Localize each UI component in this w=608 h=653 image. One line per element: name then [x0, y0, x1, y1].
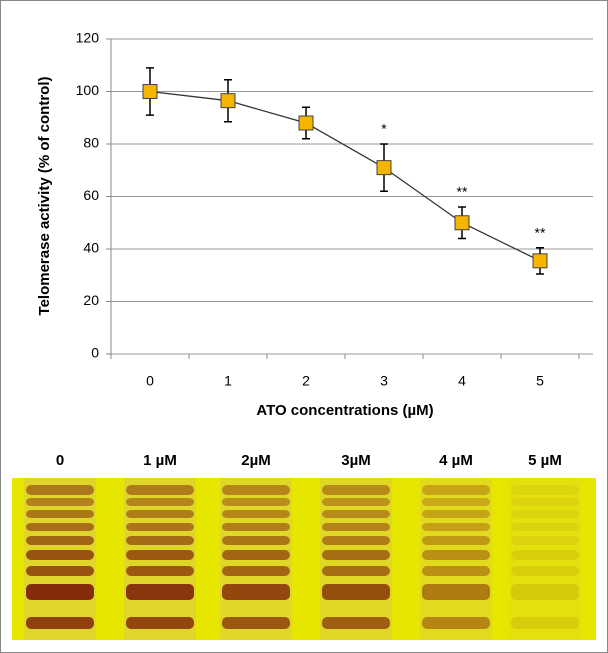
gel-band	[422, 566, 490, 576]
gel-lane	[420, 478, 492, 640]
gel-band	[26, 523, 94, 531]
gel-band	[26, 536, 94, 545]
series-line	[149, 90, 541, 262]
x-tick-label: 5	[536, 373, 544, 389]
gel-image	[12, 478, 596, 640]
gel-band	[422, 523, 490, 531]
lane-label: 1 µM	[143, 452, 177, 469]
lane-label: 4 µM	[439, 452, 473, 469]
gel-band	[322, 498, 390, 506]
gel-band	[511, 485, 579, 495]
gel-band	[126, 498, 194, 506]
gel-band	[126, 485, 194, 495]
gel-band	[222, 550, 290, 560]
gel-band	[26, 617, 94, 629]
gel-band	[126, 584, 194, 600]
y-tick-label: 120	[76, 30, 100, 46]
x-axis-title: ATO concentrations (µM)	[256, 402, 433, 419]
gel-band	[222, 584, 290, 600]
gel-band	[511, 510, 579, 518]
gel-band	[26, 485, 94, 495]
gel-band	[26, 550, 94, 560]
gel-band	[126, 536, 194, 545]
gel-band	[126, 523, 194, 531]
gel-band	[222, 485, 290, 495]
data-point	[298, 115, 314, 131]
gel-band	[222, 510, 290, 518]
y-tick-label: 20	[83, 292, 99, 308]
gel-band	[511, 566, 579, 576]
gel-band	[422, 510, 490, 518]
gel-band	[322, 523, 390, 531]
gel-band	[126, 510, 194, 518]
gel-band	[222, 523, 290, 531]
gel-band	[511, 523, 579, 531]
gel-band	[422, 485, 490, 495]
data-point	[532, 253, 548, 269]
gel-band	[222, 617, 290, 629]
gel-band	[422, 617, 490, 629]
x-tick-label: 2	[302, 373, 310, 389]
gel-band	[222, 536, 290, 545]
significance-annotation: **	[457, 184, 468, 200]
y-tick-label: 60	[83, 187, 99, 203]
gel-band	[126, 617, 194, 629]
gel-band	[322, 584, 390, 600]
gel-band	[511, 617, 579, 629]
lane-label: 2µM	[241, 452, 270, 469]
gel-band	[422, 584, 490, 600]
gel-band	[322, 566, 390, 576]
gel-band	[126, 550, 194, 560]
y-tick-label: 100	[76, 82, 100, 98]
x-tick-label: 0	[146, 373, 154, 389]
significance-annotation: **	[535, 224, 546, 240]
gel-band	[322, 617, 390, 629]
lane-label: 3µM	[341, 452, 370, 469]
gel-band	[422, 498, 490, 506]
lane-label: 0	[56, 452, 64, 469]
gel-band	[126, 566, 194, 576]
data-point	[376, 160, 392, 176]
gel-band	[511, 536, 579, 545]
gel-band	[222, 498, 290, 506]
x-tick-label: 3	[380, 373, 388, 389]
data-point	[142, 84, 158, 99]
x-tick-label: 4	[458, 373, 466, 389]
gel-band	[26, 584, 94, 600]
y-tick-label: 40	[83, 240, 99, 256]
y-axis-title: Telomerase activity (% of control)	[36, 77, 53, 316]
gel-band	[26, 498, 94, 506]
y-tick-label: 80	[83, 135, 99, 151]
gel-band	[511, 498, 579, 506]
gel-band	[322, 550, 390, 560]
y-tick-label: 0	[91, 345, 99, 361]
gel-band	[422, 536, 490, 545]
x-tick-label: 1	[224, 373, 232, 389]
gel-lane	[509, 478, 581, 640]
data-point	[220, 93, 236, 109]
gel-band	[422, 550, 490, 560]
gel-band	[322, 485, 390, 495]
data-point	[454, 215, 470, 231]
gel-band	[322, 510, 390, 518]
gel-band	[322, 536, 390, 545]
gel-band	[511, 550, 579, 560]
significance-annotation: *	[381, 121, 387, 137]
gel-band	[511, 584, 579, 600]
gel-band	[26, 510, 94, 518]
gel-band	[222, 566, 290, 576]
gel-band	[26, 566, 94, 576]
lane-label: 5 µM	[528, 452, 562, 469]
